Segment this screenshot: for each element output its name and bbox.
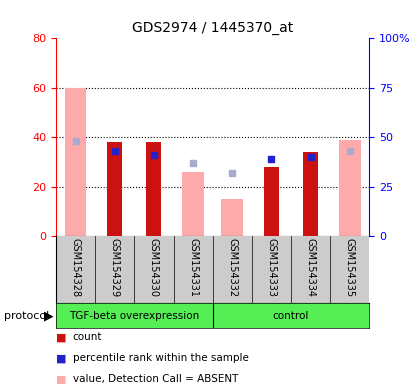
Text: GSM154332: GSM154332 [227,238,237,297]
Bar [65,88,86,236]
Text: GSM154331: GSM154331 [188,238,198,297]
Text: GSM154335: GSM154335 [345,238,355,297]
Text: ▶: ▶ [44,310,53,322]
Bar [303,152,318,236]
Text: GSM154330: GSM154330 [149,238,159,297]
Title: GDS2974 / 1445370_at: GDS2974 / 1445370_at [132,21,293,35]
Text: protocol: protocol [4,311,49,321]
Text: ■: ■ [56,332,66,342]
Text: TGF-beta overexpression: TGF-beta overexpression [69,311,200,321]
Text: ■: ■ [56,353,66,363]
Bar [146,142,161,236]
Text: count: count [73,332,102,342]
Text: GSM154334: GSM154334 [305,238,315,297]
Text: value, Detection Call = ABSENT: value, Detection Call = ABSENT [73,374,238,384]
Bar [107,142,122,236]
Bar [339,140,361,236]
Bar [222,199,243,236]
Text: control: control [273,311,309,321]
Text: GSM154328: GSM154328 [71,238,81,297]
Text: GSM154329: GSM154329 [110,238,120,297]
Text: GSM154333: GSM154333 [266,238,276,297]
Text: percentile rank within the sample: percentile rank within the sample [73,353,249,363]
Bar [182,172,204,236]
Text: ■: ■ [56,374,66,384]
Bar [264,167,279,236]
